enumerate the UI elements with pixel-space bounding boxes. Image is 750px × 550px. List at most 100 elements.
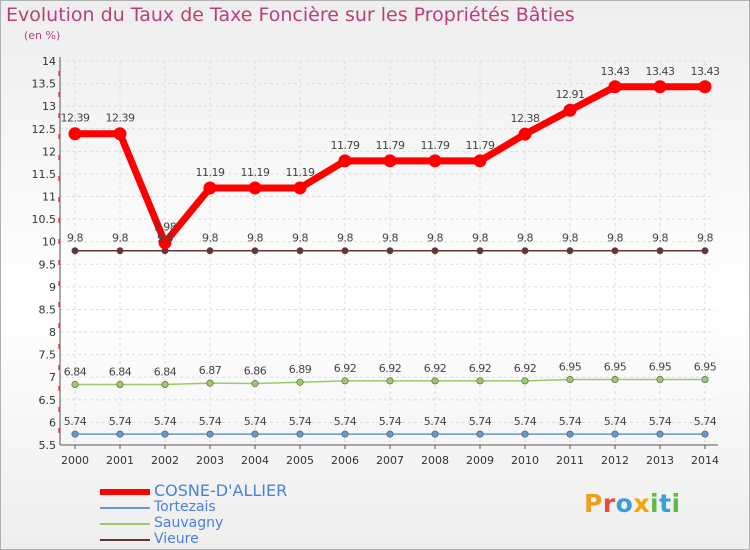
logo-letter: x [633, 489, 650, 518]
y-tick-label: 12.5 [32, 123, 57, 136]
series-point [383, 154, 397, 168]
data-label: 9.8 [472, 232, 488, 245]
data-label: 9.8 [427, 232, 443, 245]
series-point [386, 430, 394, 438]
series-point [566, 247, 574, 255]
data-label: 6.84 [109, 365, 132, 378]
series-point [428, 154, 442, 168]
data-label: 5.74 [379, 415, 402, 428]
data-label: 6.92 [424, 362, 447, 375]
series-group [68, 80, 712, 438]
data-label: 6.89 [289, 363, 312, 376]
y-tick-label: 13 [42, 100, 56, 113]
series-point [431, 430, 439, 438]
series-point [68, 127, 82, 141]
logo-letter: i [650, 489, 660, 518]
series-point [521, 430, 529, 438]
data-label: 5.74 [64, 415, 87, 428]
y-tick-label: 9 [49, 281, 56, 294]
data-label: 9.8 [517, 232, 533, 245]
logo-letter: t [659, 489, 672, 518]
series-point [341, 377, 349, 385]
legend-swatch [100, 523, 150, 525]
x-tick-label: 2001 [106, 454, 134, 467]
series-point [251, 430, 259, 438]
series-point [656, 247, 664, 255]
chart-title: Evolution du Taux de Taxe Foncière sur l… [6, 4, 575, 26]
series-point [206, 247, 214, 255]
y-tick-label: 8 [49, 326, 56, 339]
x-tick-label: 2005 [286, 454, 314, 467]
series-point [206, 379, 214, 387]
x-tick-label: 2013 [646, 454, 674, 467]
series-point [248, 181, 262, 195]
logo-letter: i [671, 489, 681, 518]
x-tick-label: 2006 [331, 454, 359, 467]
data-label: 11.19 [241, 166, 270, 179]
data-label: 9.8 [652, 232, 668, 245]
x-tick-label: 2000 [61, 454, 89, 467]
series-point [476, 377, 484, 385]
series-point [341, 247, 349, 255]
data-label: 5.74 [469, 415, 492, 428]
data-label: 5.74 [694, 415, 717, 428]
data-label: 6.92 [379, 362, 402, 375]
data-label: 6.92 [469, 362, 492, 375]
series-point [71, 380, 79, 388]
data-labels: 9.8 9.8 9.8 9.8 9.8 9.8 9.8 9.8 9.8 9.8 9.8 9.8 9.8 9… [61, 65, 721, 428]
data-label: 5.74 [109, 415, 132, 428]
data-label: 6.92 [334, 362, 357, 375]
series-point [293, 181, 307, 195]
data-label: 5.74 [154, 415, 177, 428]
data-label: 9.8 [67, 232, 83, 245]
legend-label: Sauvagny [154, 515, 224, 531]
data-label: 9.8 [697, 232, 713, 245]
data-label: 11.79 [331, 139, 360, 152]
y-tick-label: 6.5 [39, 394, 57, 407]
data-label: 9.8 [382, 232, 398, 245]
data-label: 9.8 [292, 232, 308, 245]
data-label: 13.43 [601, 65, 630, 78]
series-point [203, 181, 217, 195]
series-point [473, 154, 487, 168]
data-label: 11.79 [421, 139, 450, 152]
x-tick-label: 2014 [691, 454, 719, 467]
series-point [251, 380, 259, 388]
series-point [698, 80, 712, 94]
data-label: 5.74 [244, 415, 267, 428]
y-tick-label: 5.5 [39, 439, 57, 452]
series-point [431, 377, 439, 385]
legend-swatch [100, 489, 150, 495]
data-label: 9.8 [607, 232, 623, 245]
series-point [296, 247, 304, 255]
data-label: 6.84 [64, 365, 87, 378]
data-label: 5.74 [424, 415, 447, 428]
data-label: 6.95 [604, 360, 627, 373]
data-label: 5.74 [649, 415, 672, 428]
series-point [116, 430, 124, 438]
y-tick-label: 10 [42, 236, 56, 249]
series-point [608, 80, 622, 94]
axes: 5.5 6 6.5 7 7.5 8 8.5 9 9.5 10 10.5 11 11.5 12 12.5 13 1… [32, 55, 720, 467]
data-label: 9.8 [202, 232, 218, 245]
data-label: 6.95 [649, 360, 672, 373]
series-point [386, 247, 394, 255]
series-point [296, 430, 304, 438]
data-label: 11.19 [196, 166, 225, 179]
series-point [701, 430, 709, 438]
data-label: 13.43 [691, 65, 720, 78]
data-label: 12.39 [61, 112, 90, 125]
data-label: 6.87 [199, 364, 222, 377]
series-point [701, 375, 709, 383]
series-point [476, 247, 484, 255]
series-point [338, 154, 352, 168]
series-point [296, 378, 304, 386]
data-label: 6.84 [154, 365, 177, 378]
y-tick-label: 11 [42, 191, 56, 204]
series-point [71, 247, 79, 255]
data-label: 5.74 [199, 415, 222, 428]
series-point [653, 80, 667, 94]
series-point [563, 103, 577, 117]
series-point [701, 247, 709, 255]
